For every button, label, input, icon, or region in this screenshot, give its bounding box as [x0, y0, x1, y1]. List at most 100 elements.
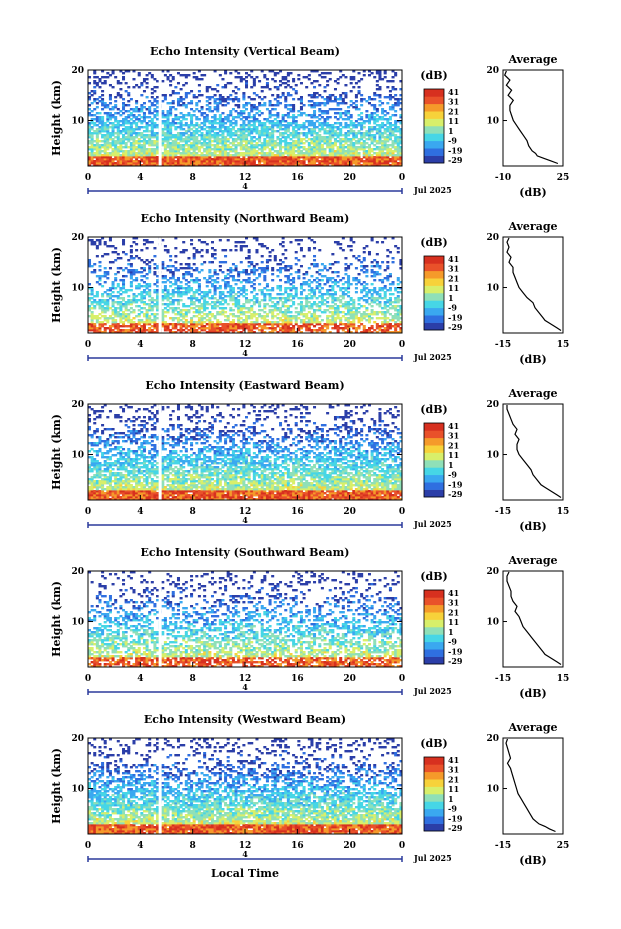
x-tick-label: 8 — [190, 507, 196, 517]
average-profile-line — [506, 571, 562, 666]
colorbar-tick-label: 11 — [448, 450, 459, 460]
average-x-tick-label: 15 — [557, 507, 570, 517]
average-frame — [502, 236, 564, 334]
colorbar-frame — [423, 756, 445, 832]
y-axis-label: Height (km) — [50, 80, 63, 156]
colorbar-swatch — [424, 96, 444, 105]
y-axis-label: Height (km) — [50, 581, 63, 657]
x-tick-label: 0 — [399, 674, 405, 684]
colorbar-swatch — [424, 140, 444, 149]
panel-title: Echo Intensity (Northward Beam) — [141, 212, 350, 225]
x-tick-label: 4 — [137, 674, 143, 684]
x-tick-label: 12 — [239, 340, 252, 350]
average-profile-line — [506, 405, 562, 499]
colorbar-swatch — [424, 612, 444, 620]
panel-3: Echo Intensity (Southward Beam) Height (k… — [50, 546, 569, 700]
y-axis-label: Height (km) — [50, 247, 63, 323]
colorbar-tick-label: -9 — [448, 136, 457, 146]
average-y-tick-label: 20 — [486, 400, 499, 410]
average-x-tick-label: 15 — [557, 674, 570, 684]
colorbar-tick-label: -19 — [448, 145, 463, 155]
y-tick-label: 20 — [71, 567, 84, 577]
data-gap — [158, 738, 162, 834]
average-y-tick-label: 20 — [486, 567, 499, 577]
x-tick-label: 8 — [190, 674, 196, 684]
x-tick-label: 0 — [399, 340, 405, 350]
colorbar-unit: (dB) — [420, 236, 447, 249]
x-tick-label: 0 — [85, 507, 91, 517]
average-title: Average — [507, 53, 557, 66]
data-gap — [158, 404, 162, 500]
colorbar-swatch — [424, 474, 444, 483]
colorbar-swatch — [424, 801, 444, 810]
colorbar-swatch — [424, 590, 444, 598]
colorbar-swatch — [424, 816, 444, 824]
colorbar-swatch — [424, 489, 444, 498]
average-frame — [502, 570, 564, 668]
colorbar-swatch — [424, 270, 444, 279]
y-tick-label: 20 — [71, 400, 84, 410]
colorbar-swatch — [424, 757, 444, 765]
colorbar-tick-label: 31 — [448, 264, 459, 274]
average-x-tick-label: 15 — [557, 340, 570, 350]
heatmap — [88, 571, 403, 668]
x-tick-label: 12 — [239, 173, 252, 183]
colorbar-tick-label: 31 — [448, 598, 459, 608]
y-axis-label: Height (km) — [50, 748, 63, 824]
colorbar-tick-label: 1 — [448, 794, 454, 804]
colorbar-swatch — [424, 293, 444, 301]
colorbar-tick-label: 41 — [448, 254, 459, 264]
colorbar-tick-label: 21 — [448, 774, 459, 784]
heatmap — [88, 237, 403, 334]
x-tick-label: 20 — [343, 173, 356, 183]
colorbar-tick-label: 31 — [448, 765, 459, 775]
average-x-tick-label: -15 — [495, 674, 511, 684]
colorbar-swatch — [424, 656, 444, 665]
panel-1: Echo Intensity (Northward Beam) Height (k… — [50, 212, 569, 366]
colorbar-tick-label: 31 — [448, 97, 459, 107]
x-tick-label: 20 — [343, 507, 356, 517]
day-marker: 4 — [242, 515, 248, 525]
colorbar-swatch — [424, 808, 444, 817]
panel-title: Echo Intensity (Vertical Beam) — [150, 45, 340, 58]
colorbar-tick-label: -9 — [448, 470, 457, 480]
panel-title: Echo Intensity (Eastward Beam) — [145, 379, 344, 392]
colorbar-tick-label: -9 — [448, 804, 457, 814]
x-tick-label: 12 — [239, 674, 252, 684]
average-x-tick-label: 25 — [557, 841, 570, 851]
colorbar-swatch — [424, 315, 444, 323]
average-title: Average — [507, 554, 557, 567]
colorbar-tick-label: 21 — [448, 106, 459, 116]
average-y-tick-label: 20 — [486, 66, 499, 76]
average-y-tick-label: 10 — [486, 618, 499, 628]
average-x-label: (dB) — [519, 687, 546, 700]
colorbar-swatch — [424, 111, 444, 119]
colorbar-swatch — [424, 779, 444, 787]
date-label: Jul 2025 — [413, 185, 452, 195]
colorbar-unit: (dB) — [420, 570, 447, 583]
y-tick-label: 20 — [71, 734, 84, 744]
colorbar-frame — [423, 589, 445, 665]
colorbar-swatch — [424, 641, 444, 650]
average-title: Average — [507, 220, 557, 233]
average-x-tick-label: -15 — [495, 340, 511, 350]
average-frame — [502, 403, 564, 501]
colorbar-swatch — [424, 89, 444, 97]
date-label: Jul 2025 — [413, 352, 452, 362]
colorbar-frame — [423, 422, 445, 498]
colorbar-tick-label: -19 — [448, 312, 463, 322]
y-tick-label: 10 — [71, 618, 84, 628]
colorbar-tick-label: 41 — [448, 755, 459, 765]
x-tick-label: 4 — [137, 340, 143, 350]
colorbar-swatch — [424, 148, 444, 156]
colorbar-swatch — [424, 467, 444, 476]
panel-4: Echo Intensity (Westward Beam) Height (km… — [50, 713, 569, 880]
colorbar-swatch — [424, 627, 444, 635]
day-marker: 4 — [242, 181, 248, 191]
colorbar-swatch — [424, 103, 444, 112]
x-tick-label: 20 — [343, 340, 356, 350]
heatmap — [88, 404, 403, 501]
date-label: Jul 2025 — [413, 686, 452, 696]
